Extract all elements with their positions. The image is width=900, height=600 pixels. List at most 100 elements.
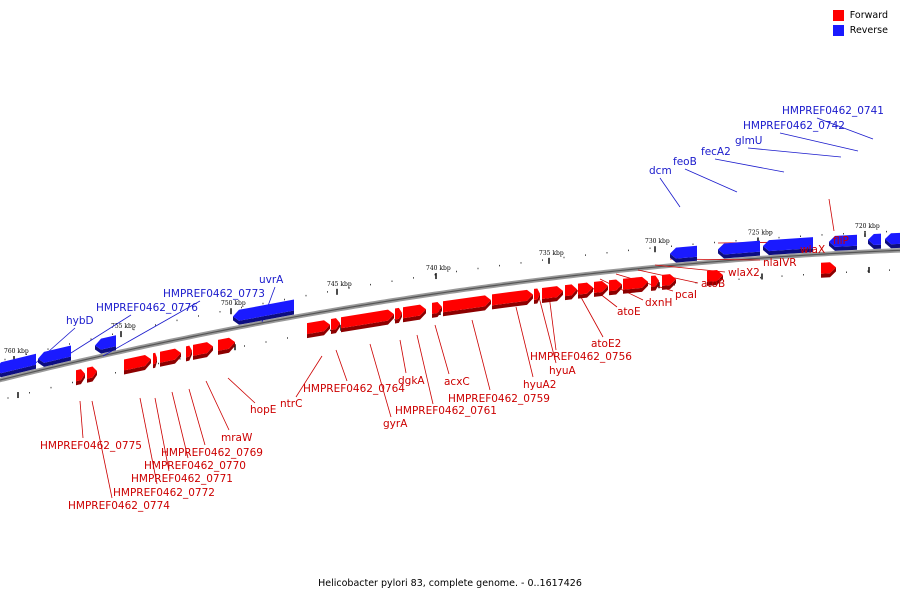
gene-shadow [578, 287, 593, 299]
gene-body [578, 282, 593, 295]
genome-caption: Helicobacter pylori 83, complete genome.… [318, 578, 582, 589]
leader-line-hmpref0462-0772 [139, 397, 158, 485]
gene-wlax-feature[interactable] [707, 270, 723, 286]
gene-body [403, 304, 426, 319]
leader-line-hope [227, 377, 256, 404]
gene-label-hybd: hybD [66, 315, 94, 327]
tick-label: 720 kbp [855, 223, 880, 230]
leader-line-hmpref0462-0773 [102, 300, 201, 357]
gene-label-hmpref0462-0769: HMPREF0462_0769 [161, 447, 263, 459]
gene-gyra-feature[interactable] [341, 309, 394, 333]
gene-body [341, 309, 394, 329]
gene-hope-feature[interactable] [218, 337, 235, 355]
gene-hmpref0462-0771-feature[interactable] [153, 352, 157, 369]
gene-hyua-feature[interactable] [534, 288, 540, 304]
gene-atoe-feature[interactable] [578, 282, 593, 299]
gene-uvra-feature[interactable] [233, 299, 294, 325]
gene-body [38, 345, 71, 363]
gene-label-hmpref0462-0742: HMPREF0462_0742 [743, 120, 845, 132]
gene-nlaivr-feature[interactable] [662, 274, 676, 290]
gene-hyua2-feature[interactable] [492, 289, 533, 310]
gene-hybd-feature[interactable] [0, 353, 36, 378]
gene-hmpref0462-0759-feature[interactable] [443, 295, 491, 317]
gene-label-hmpref0462-0775: HMPREF0462_0775 [40, 440, 142, 452]
gene-label-wlax2: wlaX2 [728, 267, 760, 279]
gene-body [395, 307, 402, 320]
gene-hmpref0462-0770-feature[interactable] [160, 348, 181, 367]
gene-label-feca2: fecA2 [701, 146, 731, 158]
gene-body [670, 245, 697, 259]
gene-dxnh-feature[interactable] [594, 280, 608, 297]
gene-label-dcm: dcm [649, 165, 672, 177]
legend-item-reverse: Reverse [832, 23, 888, 38]
gene-label-gyra: gyrA [383, 418, 408, 430]
leader-line-hmpref0462-0775 [79, 400, 84, 439]
gene-shadow [534, 293, 540, 304]
gene-hmpref0462-0775-feature[interactable] [76, 369, 85, 386]
gene-label-hmpref0462-0772: HMPREF0462_0772 [113, 487, 215, 499]
gene-shadow [609, 284, 622, 296]
gene-shadow [662, 279, 676, 290]
gene-mraw-feature[interactable] [193, 342, 213, 360]
gene-atob-feature[interactable] [623, 276, 648, 294]
gene-body [233, 299, 294, 321]
gene-hmpref0462-0774-feature[interactable] [87, 366, 97, 383]
gene-feob-feature[interactable] [718, 240, 760, 259]
gene-body [124, 354, 151, 371]
gene-body [542, 286, 563, 299]
gene-body [76, 369, 85, 382]
gene-label-dxnh: dxnH [645, 297, 672, 309]
tick-label: 750 kbp [221, 300, 246, 307]
gene-dcm-feature[interactable] [670, 245, 697, 263]
gene-label-acxc: acxC [444, 376, 470, 388]
backbone-core [0, 249, 900, 381]
gene-ntrc-feature[interactable] [307, 320, 330, 339]
gene-shadow [443, 300, 491, 317]
gene-wlax2-feature[interactable] [651, 275, 659, 291]
gene-flip-feature[interactable] [821, 262, 836, 278]
gene-hmpref0462-0769-feature[interactable] [186, 345, 192, 362]
gene-shadow [542, 290, 563, 303]
gene-shadow [670, 253, 697, 263]
gene-dgka-feature[interactable] [395, 307, 402, 324]
gene-label-atob: atoB [701, 278, 725, 290]
gene-glmu-feature[interactable] [829, 234, 857, 251]
gene-body [651, 275, 659, 287]
leader-line-hmpref0462-0741 [816, 117, 874, 140]
gene-hmpref0462-0776-feature[interactable] [38, 345, 71, 367]
gene-body [623, 276, 648, 290]
gene-body [534, 288, 540, 300]
leader-line-dgka [399, 339, 407, 374]
gene-label-nlaivr: nlaIVR [763, 257, 797, 269]
gene-hmpref0462-0773-feature[interactable] [95, 335, 116, 354]
leader-line-hmpref0462-0742 [779, 132, 859, 152]
gene-label-hyua: hyuA [549, 365, 577, 377]
gene-body [821, 262, 836, 274]
gene-label-hmpref0462-0741: HMPREF0462_0741 [782, 105, 884, 117]
gene-body [153, 352, 157, 365]
gene-shadow [193, 346, 213, 360]
gene-hmpref0462-0772-feature[interactable] [124, 354, 151, 375]
gene-label-hmpref0462-0770: HMPREF0462_0770 [144, 460, 246, 472]
gene-label-glmu: glmU [735, 135, 763, 147]
gene-body [829, 234, 857, 247]
gene-atoe2-feature[interactable] [565, 284, 577, 301]
gene-hmpref0462-0756-feature[interactable] [542, 286, 563, 303]
leader-line-hybd [29, 327, 76, 369]
leader-line-hmpref0462-0764 [335, 349, 348, 382]
gene-hmpref0462-0761-feature[interactable] [403, 304, 426, 323]
gene-shadow [565, 289, 577, 301]
gene-label-hmpref0462-0774: HMPREF0462_0774 [68, 500, 170, 512]
gene-hmpref0462-0741-feature[interactable] [885, 232, 900, 249]
gene-pcai-feature[interactable] [609, 279, 622, 296]
gene-feca2-feature[interactable] [763, 237, 813, 256]
gene-body [218, 337, 235, 351]
gene-hmpref0462-0742-feature[interactable] [868, 233, 881, 249]
gene-acxc-feature[interactable] [432, 302, 442, 318]
gene-hmpref0462-0764-feature[interactable] [331, 318, 340, 334]
gene-shadow [432, 306, 442, 318]
gene-body [307, 320, 330, 335]
leader-line-dxnh [599, 278, 644, 301]
tick-label: 745 kbp [327, 281, 352, 288]
